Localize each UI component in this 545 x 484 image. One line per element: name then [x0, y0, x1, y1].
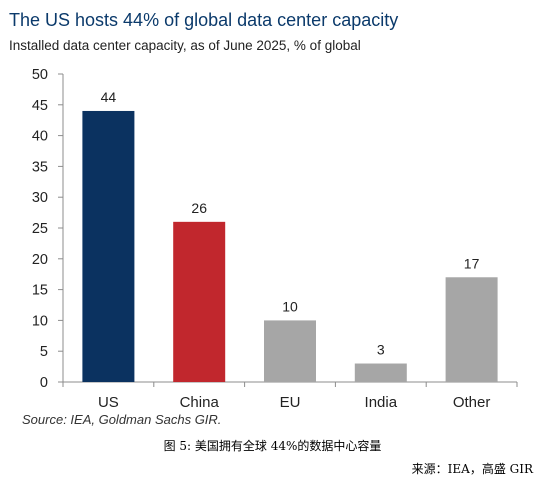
y-axis: 0 5 10 15 20 25 30 35 40 45 50	[32, 67, 64, 391]
x-tick-label: EU	[280, 394, 301, 410]
x-tick-label: China	[180, 394, 220, 410]
x-tick-label: Other	[453, 394, 491, 410]
value-labels: 44 26 10 3 17	[101, 89, 480, 358]
figure-caption: 图 5: 美国拥有全球 44%的数据中心容量	[163, 439, 382, 453]
y-tick-label: 45	[32, 98, 48, 114]
y-tick-label: 30	[32, 190, 48, 206]
data-label: 26	[191, 200, 207, 216]
bar-other	[445, 277, 498, 382]
bar-chart: 0 5 10 15 20 25 30 35 40 45 50 US China EU India Other…	[32, 67, 518, 410]
y-tick-label: 20	[32, 252, 48, 268]
bar-china	[173, 221, 226, 382]
x-axis: US China EU India Other	[62, 381, 518, 410]
bar-us	[82, 110, 135, 383]
y-tick-label: 25	[32, 221, 48, 237]
bars	[82, 110, 498, 383]
y-tick-label: 10	[32, 313, 48, 329]
data-label: 17	[464, 255, 480, 271]
bar-india	[354, 363, 407, 382]
x-tick-label: India	[365, 394, 398, 410]
chart-subtitle: Installed data center capacity, as of Ju…	[9, 38, 361, 53]
y-tick-label: 40	[32, 129, 48, 145]
y-tick-label: 5	[40, 344, 48, 360]
bar-eu	[264, 320, 316, 382]
chart-title: The US hosts 44% of global data center c…	[9, 10, 399, 30]
y-tick-label: 15	[32, 283, 48, 299]
source-note: Source: IEA, Goldman Sachs GIR.	[22, 412, 222, 427]
data-label: 10	[282, 298, 298, 314]
x-tick-label: US	[98, 394, 119, 410]
y-tick-label: 50	[32, 67, 48, 83]
data-label: 44	[101, 89, 117, 105]
y-tick-label: 0	[40, 375, 48, 391]
data-label: 3	[377, 342, 385, 358]
credit-note: 来源：IEA，高盛 GIR	[411, 462, 533, 476]
y-tick-label: 35	[32, 159, 48, 175]
